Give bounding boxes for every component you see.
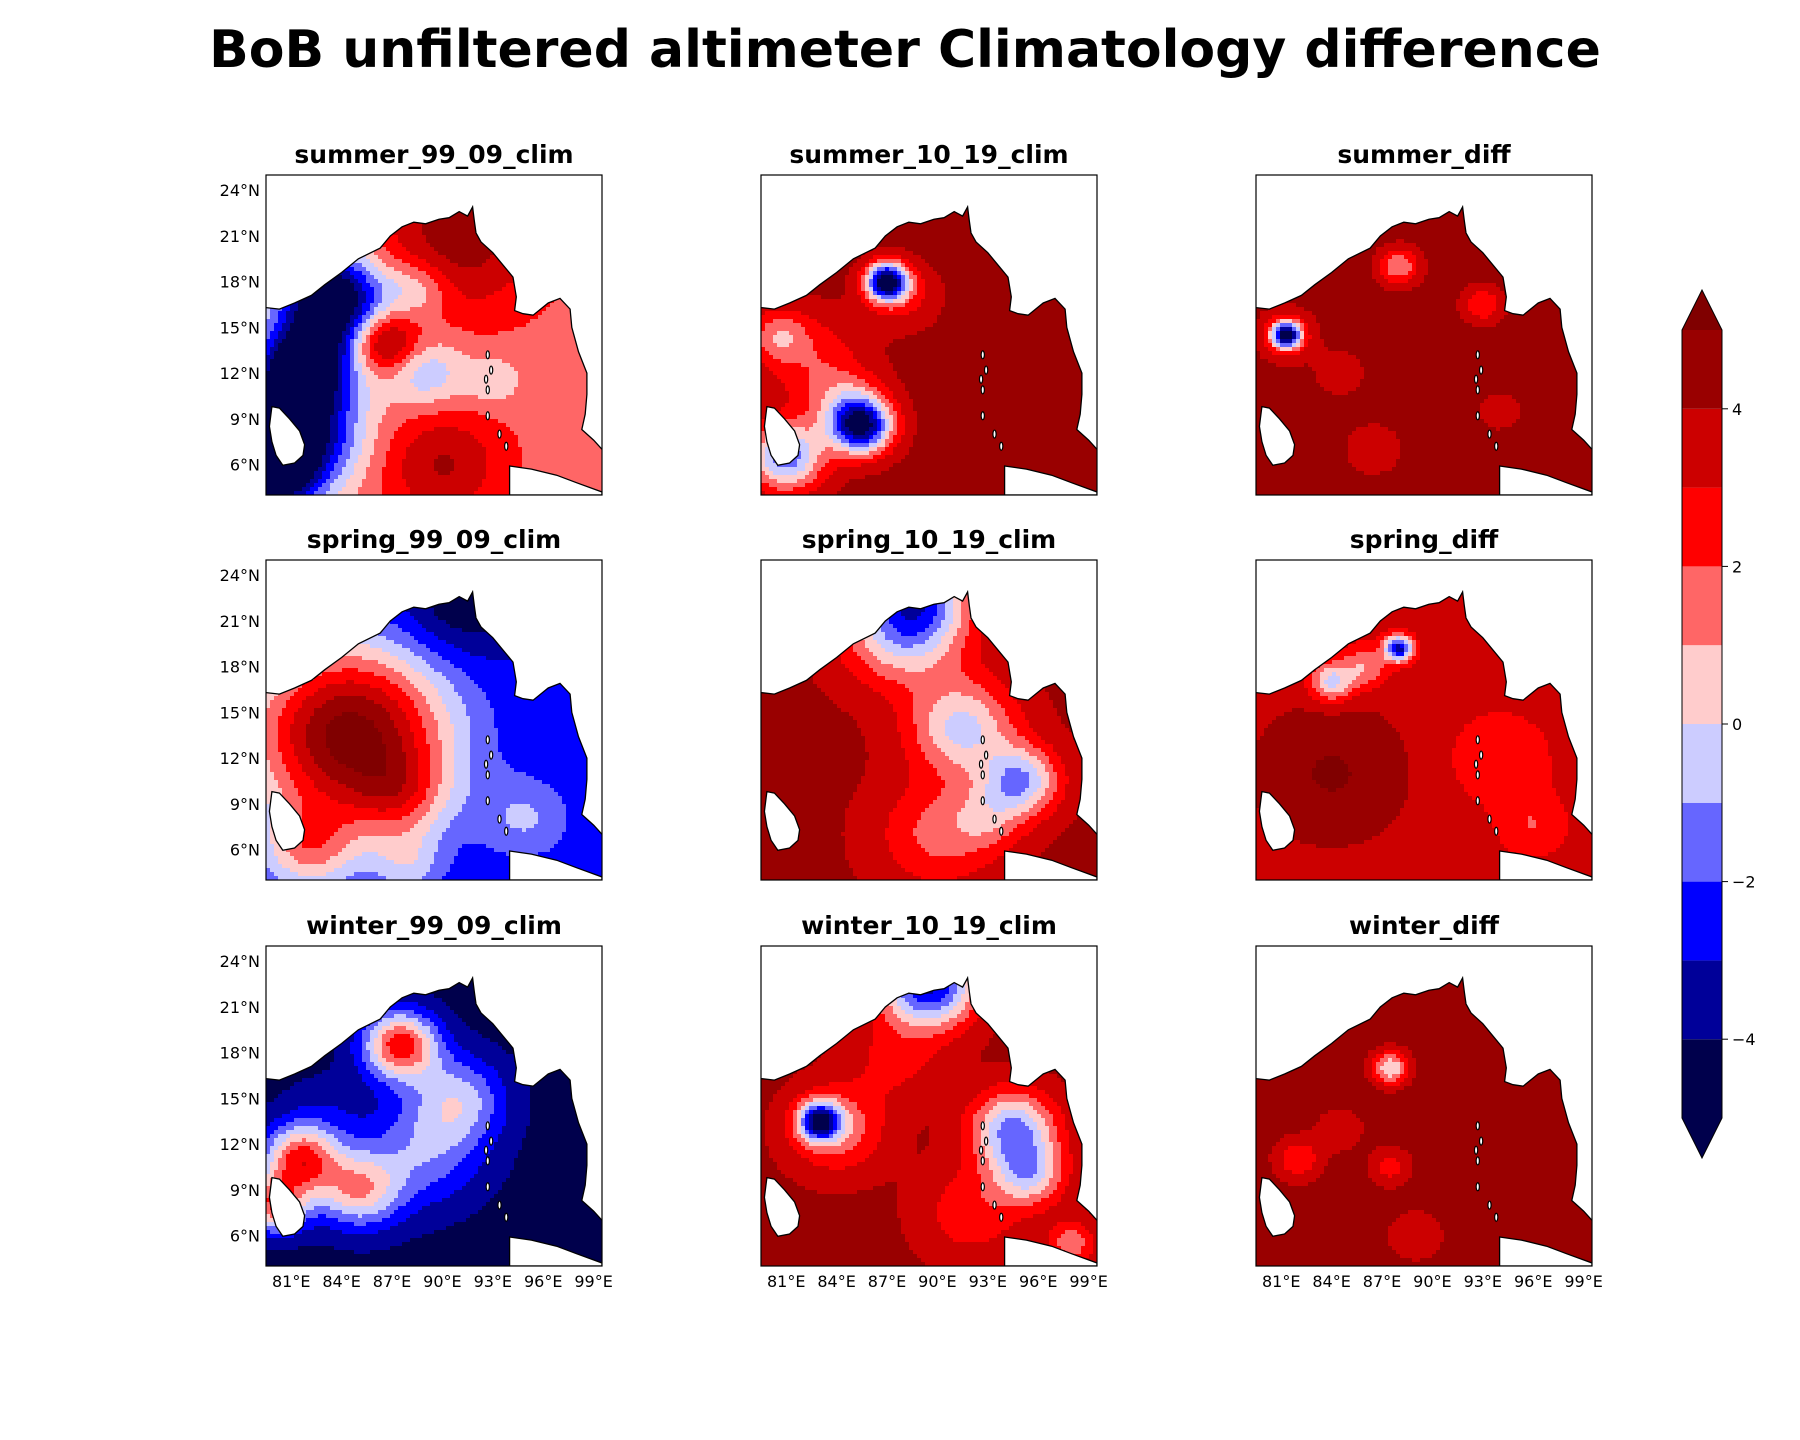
lon-tick-label: 99°E — [574, 1272, 612, 1291]
colorbar-band — [1682, 645, 1722, 724]
lat-tick-label: 18°N — [220, 1044, 260, 1063]
panel-title: winter_diff — [1349, 911, 1500, 940]
lon-tick-label: 87°E — [1363, 1272, 1401, 1291]
panel-title: spring_diff — [1350, 525, 1499, 554]
colorbar-band — [1682, 409, 1722, 488]
lon-tick-label: 84°E — [322, 1272, 360, 1291]
lat-tick-label: 12°N — [220, 364, 260, 383]
lon-tick-label: 99°E — [1069, 1272, 1107, 1291]
colorbar-extend-max — [1682, 290, 1722, 330]
lat-tick-label: 21°N — [220, 998, 260, 1017]
lon-tick-label: 87°E — [868, 1272, 906, 1291]
colorbar-tick-label: 0 — [1732, 715, 1742, 734]
map-panel: spring_10_19_clim — [761, 525, 1098, 881]
lon-tick-label: 93°E — [1464, 1272, 1502, 1291]
lat-tick-label: 18°N — [220, 273, 260, 292]
panel-title: summer_diff — [1337, 140, 1511, 169]
lon-tick-label: 93°E — [969, 1272, 1007, 1291]
panel-title: summer_99_09_clim — [294, 140, 573, 169]
map-panel: winter_10_19_clim 81°E 84°E 87°E 90°E 93°E 96°… — [761, 911, 1108, 1291]
lat-tick-label: 9°N — [230, 795, 260, 814]
panel-title: winter_99_09_clim — [306, 911, 562, 940]
colorbar-band — [1682, 566, 1722, 645]
lon-tick-label: 81°E — [1262, 1272, 1300, 1291]
colorbar-tick-label: −4 — [1732, 1030, 1756, 1049]
lat-tick-label: 6°N — [230, 1227, 260, 1246]
lon-tick-label: 90°E — [918, 1272, 956, 1291]
lon-tick-label: 96°E — [1019, 1272, 1057, 1291]
lat-tick-label: 15°N — [220, 318, 260, 337]
colorbar-band — [1682, 882, 1722, 961]
colorbar-extend-min — [1682, 1118, 1722, 1158]
lat-tick-label: 6°N — [230, 841, 260, 860]
lon-tick-label: 93°E — [474, 1272, 512, 1291]
lat-tick-label: 9°N — [230, 1181, 260, 1200]
colorbar-band — [1682, 803, 1722, 882]
panel-title: winter_10_19_clim — [801, 911, 1057, 940]
colorbar-tick-label: 4 — [1732, 400, 1742, 419]
lat-tick-label: 21°N — [220, 612, 260, 631]
lat-tick-label: 12°N — [220, 1135, 260, 1154]
lat-tick-label: 15°N — [220, 1089, 260, 1108]
panel-grid: summer_99_09_clim 24°N 21°N 18°N 15°N 12°N 9°N… — [220, 140, 1603, 1291]
map-panel: spring_diff — [1256, 525, 1593, 881]
lon-tick-label: 84°E — [1312, 1272, 1350, 1291]
panel-title: spring_10_19_clim — [802, 525, 1056, 554]
lon-tick-label: 96°E — [524, 1272, 562, 1291]
lon-tick-label: 81°E — [272, 1272, 310, 1291]
lat-tick-label: 9°N — [230, 410, 260, 429]
colorbar-tick-label: 2 — [1732, 557, 1742, 576]
colorbar-band — [1682, 724, 1722, 803]
lat-tick-label: 18°N — [220, 658, 260, 677]
lat-tick-label: 12°N — [220, 749, 260, 768]
panel-title: spring_99_09_clim — [307, 525, 561, 554]
lon-tick-label: 84°E — [817, 1272, 855, 1291]
lat-tick-label: 24°N — [220, 181, 260, 200]
lon-tick-label: 81°E — [767, 1272, 805, 1291]
lat-tick-label: 15°N — [220, 703, 260, 722]
figure-title: BoB unfiltered altimeter Climatology dif… — [209, 20, 1601, 80]
colorbar-tick-label: −2 — [1732, 873, 1756, 892]
colorbar-band — [1682, 488, 1722, 567]
map-panel: winter_99_09_clim 24°N 21°N 18°N 15°N 12°N 9°N… — [220, 911, 613, 1291]
lon-tick-label: 99°E — [1564, 1272, 1602, 1291]
colorbar-band — [1682, 1039, 1722, 1118]
lon-tick-label: 96°E — [1514, 1272, 1552, 1291]
colorbar-band — [1682, 960, 1722, 1039]
colorbar-band — [1682, 330, 1722, 409]
colorbar: 4 2 0 −2 −4 — [1682, 290, 1756, 1158]
lat-tick-label: 24°N — [220, 566, 260, 585]
map-panel: summer_10_19_clim — [761, 140, 1098, 496]
map-panel: spring_99_09_clim 24°N 21°N 18°N 15°N 12°N 9°N… — [220, 525, 603, 881]
map-panel: summer_99_09_clim 24°N 21°N 18°N 15°N 12°N 9°N… — [220, 140, 603, 496]
panel-title: summer_10_19_clim — [789, 140, 1068, 169]
lon-tick-label: 90°E — [423, 1272, 461, 1291]
lon-tick-label: 90°E — [1413, 1272, 1451, 1291]
lat-tick-label: 21°N — [220, 227, 260, 246]
lat-tick-label: 24°N — [220, 952, 260, 971]
map-panel: summer_diff — [1256, 140, 1593, 496]
lon-tick-label: 87°E — [373, 1272, 411, 1291]
lat-tick-label: 6°N — [230, 456, 260, 475]
map-panel: winter_diff 81°E 84°E 87°E 90°E 93°E 96°E 99°E — [1256, 911, 1603, 1291]
